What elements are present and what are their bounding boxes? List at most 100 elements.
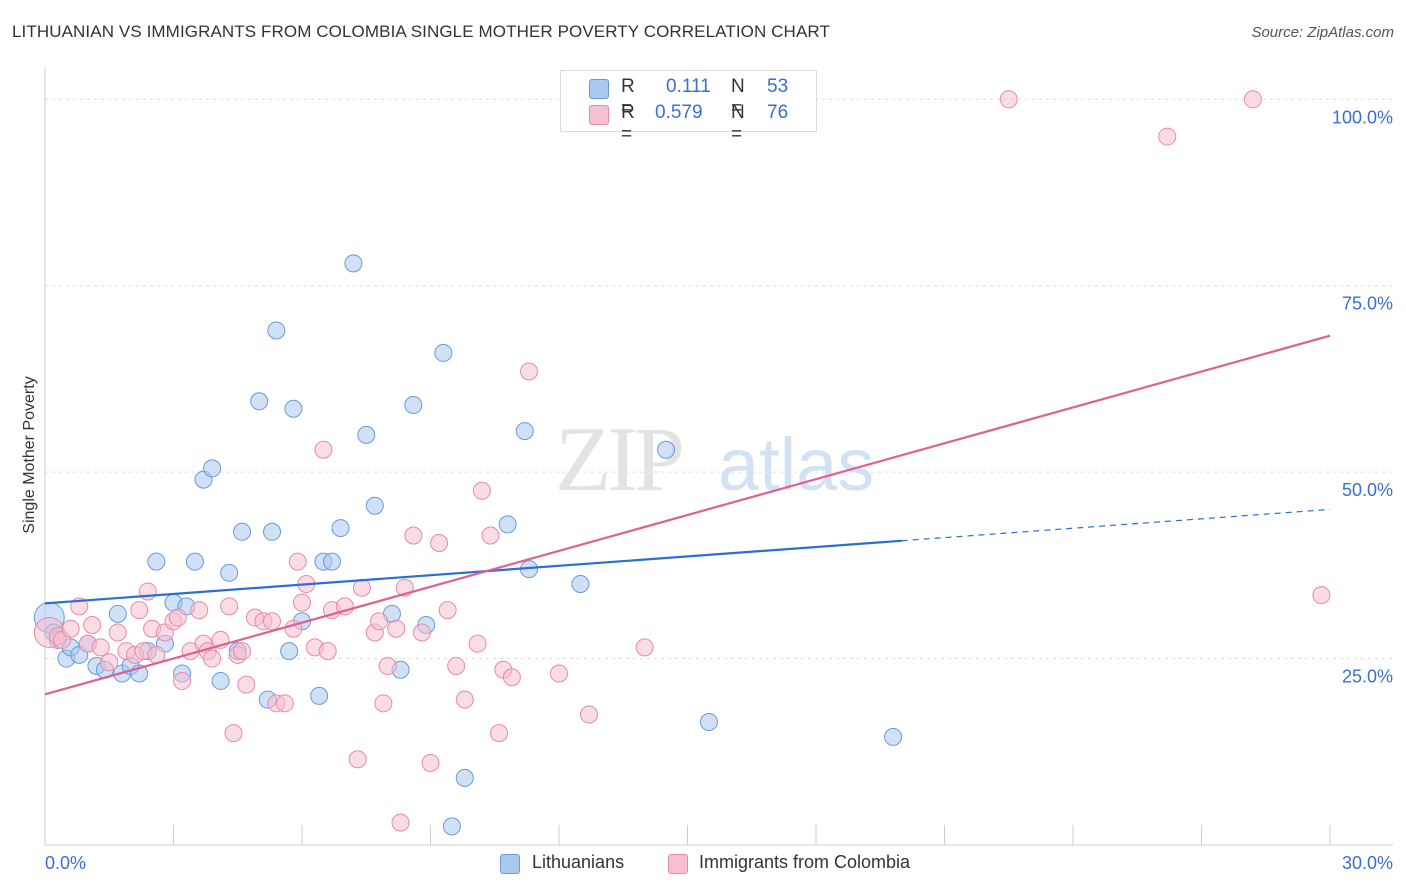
trend-line-lithuanians-extension: [901, 508, 1331, 542]
data-point: [387, 619, 406, 638]
data-point: [237, 675, 256, 694]
r-value: 0.111: [666, 76, 711, 97]
data-point: [293, 593, 311, 612]
trend-line-lithuanians: [44, 539, 902, 605]
data-point: [455, 768, 474, 787]
watermark-atlas: atlas: [718, 423, 874, 506]
data-point: [318, 642, 337, 661]
data-point: [365, 496, 384, 515]
data-point: [498, 515, 517, 534]
data-point: [378, 657, 397, 676]
data-point: [190, 601, 209, 620]
data-point: [999, 90, 1018, 109]
lithuanians-points: [33, 254, 903, 836]
data-point: [267, 321, 286, 340]
data-point: [468, 634, 487, 653]
legend-label: Immigrants from Colombia: [699, 852, 911, 872]
data-point: [348, 750, 367, 769]
data-point: [884, 727, 903, 746]
data-point: [344, 254, 363, 273]
gridlines: [45, 98, 1393, 660]
y-tick-label: 25.0%: [1342, 667, 1393, 687]
r-label: R =: [621, 76, 635, 119]
data-point: [224, 724, 243, 743]
data-point: [263, 612, 282, 631]
data-point: [502, 668, 521, 687]
data-point: [263, 522, 282, 541]
data-point: [233, 522, 252, 541]
y-tick-label: 75.0%: [1342, 294, 1393, 314]
data-point: [357, 425, 376, 444]
legend-label: Lithuanians: [532, 852, 625, 872]
data-point: [314, 440, 333, 459]
pink-swatch: [668, 854, 688, 874]
data-point: [550, 664, 568, 683]
colombia-points: [33, 90, 1331, 832]
data-point: [1243, 90, 1262, 109]
data-point: [434, 343, 453, 362]
data-point: [391, 813, 410, 832]
tick-labels: 25.0% 50.0% 75.0% 100.0% 0.0% 30.0%: [45, 107, 1393, 873]
data-point: [284, 399, 303, 418]
blue-swatch: [589, 79, 609, 99]
data-point: [275, 694, 294, 713]
data-point: [233, 642, 252, 661]
data-point: [430, 533, 449, 552]
blue-swatch: [500, 854, 520, 874]
data-point: [130, 601, 149, 620]
pink-swatch: [589, 105, 609, 125]
data-point: [185, 552, 204, 571]
data-point: [635, 638, 654, 657]
axes: [44, 67, 1393, 846]
data-point: [490, 724, 509, 743]
data-point: [211, 671, 230, 690]
data-point: [250, 392, 269, 411]
data-point: [280, 642, 299, 661]
data-point: [442, 817, 461, 836]
data-point: [168, 608, 187, 627]
data-point: [1312, 586, 1331, 605]
data-point: [108, 623, 127, 642]
data-point: [108, 604, 127, 623]
r-label: R =: [621, 102, 635, 145]
data-point: [61, 619, 80, 638]
source-label: Source: ZipAtlas.com: [1251, 24, 1394, 41]
data-point: [472, 481, 491, 500]
trend-line-colombia: [44, 334, 1331, 696]
r-value: 0.579: [655, 102, 703, 123]
data-point: [374, 694, 393, 713]
data-point: [438, 601, 457, 620]
data-point: [520, 362, 539, 381]
data-point: [404, 396, 423, 415]
data-point: [331, 519, 350, 538]
data-point: [515, 422, 534, 441]
data-point: [203, 459, 222, 478]
data-point: [1158, 127, 1177, 146]
data-point: [421, 753, 440, 772]
watermark-zip: ZIP: [555, 408, 682, 510]
x-tick-label: 0.0%: [45, 853, 86, 873]
data-point: [571, 575, 590, 593]
chart-title: LITHUANIAN VS IMMIGRANTS FROM COLOMBIA S…: [12, 22, 830, 41]
data-point: [203, 649, 222, 668]
data-point: [100, 653, 119, 672]
y-tick-label: 100.0%: [1332, 107, 1393, 127]
trend-lines: [44, 334, 1331, 696]
data-point: [173, 671, 192, 690]
data-point: [481, 526, 500, 545]
data-point: [352, 578, 371, 597]
data-point: [404, 526, 423, 545]
x-tick-label: 30.0%: [1342, 853, 1393, 873]
data-point: [322, 552, 341, 571]
data-point: [288, 552, 307, 571]
data-point: [579, 705, 598, 724]
data-point: [147, 552, 166, 571]
n-label: N =: [731, 76, 745, 119]
data-point: [91, 638, 110, 657]
data-point: [412, 623, 431, 642]
n-value: 76: [767, 102, 789, 123]
data-point: [455, 690, 474, 709]
n-value: 53: [767, 76, 789, 97]
data-point: [699, 712, 718, 731]
